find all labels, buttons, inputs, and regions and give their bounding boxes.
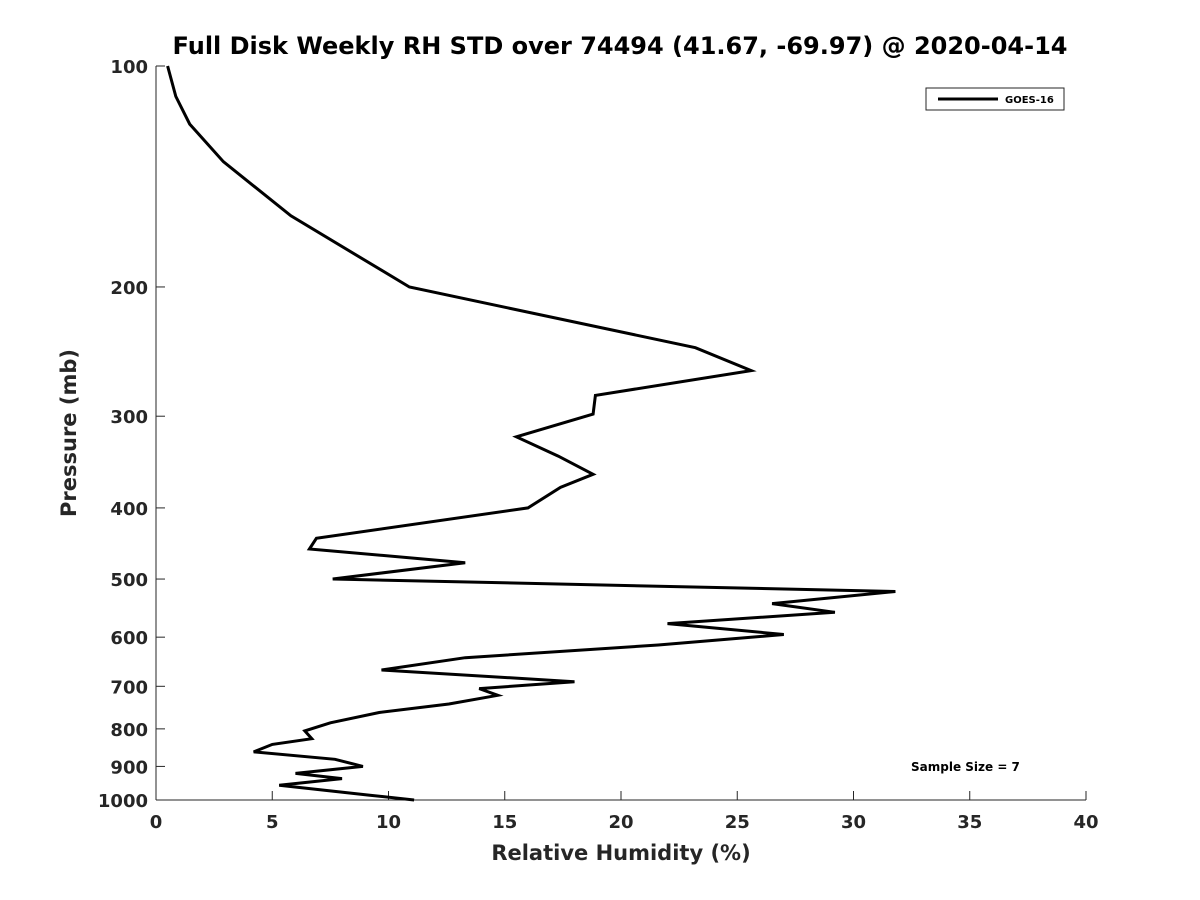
x-tick-label: 30 — [841, 812, 866, 833]
y-tick-label: 800 — [110, 720, 148, 741]
x-tick-label: 35 — [957, 812, 982, 833]
sample-size-annotation: Sample Size = 7 — [911, 760, 1020, 774]
series-layer — [166, 65, 896, 802]
chart-title: Full Disk Weekly RH STD over 74494 (41.6… — [173, 32, 1068, 60]
x-tick-label: 20 — [608, 812, 633, 833]
x-tick-label: 5 — [266, 812, 279, 833]
y-tick-label: 300 — [110, 407, 148, 428]
y-ticks: 100 200 300 400 500 600 700 800 900 1000 — [98, 57, 165, 812]
y-tick-label: 700 — [110, 677, 148, 698]
series-line-goes-16 — [166, 65, 896, 802]
x-tick-label: 40 — [1073, 812, 1098, 833]
x-tick-label: 15 — [492, 812, 517, 833]
x-ticks: 0 5 10 15 20 25 30 35 40 — [150, 791, 1099, 833]
x-tick-label: 25 — [725, 812, 750, 833]
legend-label-goes-16: GOES-16 — [1005, 95, 1054, 106]
y-tick-label: 1000 — [98, 791, 148, 812]
y-tick-label: 100 — [110, 57, 148, 78]
x-tick-label: 10 — [376, 812, 401, 833]
x-axis-label: Relative Humidity (%) — [491, 841, 750, 865]
y-tick-label: 600 — [110, 628, 148, 649]
y-tick-label: 400 — [110, 499, 148, 520]
y-tick-label: 900 — [110, 757, 148, 778]
y-tick-label: 500 — [110, 570, 148, 591]
y-axis-label: Pressure (mb) — [57, 349, 81, 517]
y-tick-label: 200 — [110, 278, 148, 299]
legend: GOES-16 — [925, 87, 1065, 111]
x-tick-label: 0 — [150, 812, 163, 833]
